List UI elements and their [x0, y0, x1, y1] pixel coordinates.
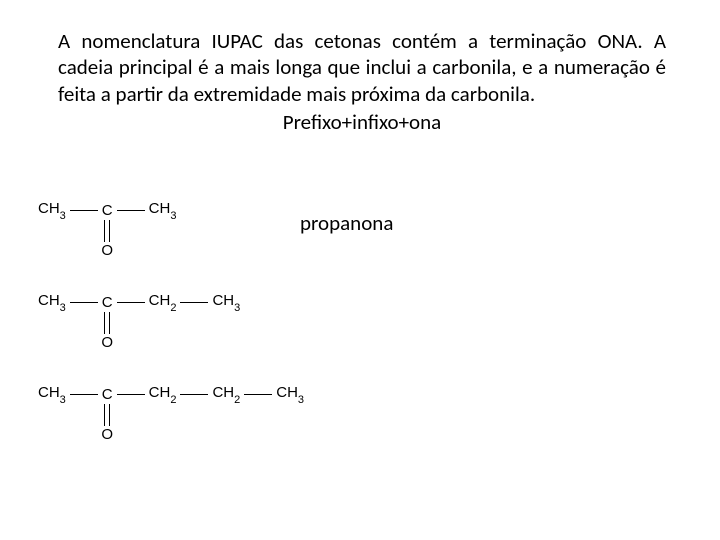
atom-c-carbonyl: C O — [100, 202, 115, 219]
bond-icon — [117, 302, 145, 303]
double-bond-icon — [104, 220, 110, 242]
atom-c-carbonyl: C O — [100, 386, 115, 403]
compound-label-1: propanona — [300, 210, 393, 236]
bond-icon — [180, 302, 208, 303]
atom-o: O — [101, 334, 113, 351]
atom-c-carbonyl: C O — [100, 294, 115, 311]
bond-icon — [117, 210, 145, 211]
bond-icon — [70, 302, 98, 303]
atom-ch3: CH3 — [36, 292, 68, 312]
atom-ch2: CH2 — [210, 384, 242, 404]
structure-butanona: CH3 C O CH2 CH3 — [36, 292, 306, 352]
structure-pentanona: CH3 C O CH2 CH2 CH3 — [36, 384, 306, 444]
atom-ch3: CH3 — [210, 292, 242, 312]
atom-ch3: CH3 — [36, 384, 68, 404]
atom-o: O — [101, 242, 113, 259]
bond-icon — [70, 394, 98, 395]
structure-propanona: CH3 C O CH3 — [36, 200, 306, 260]
atom-ch3: CH3 — [147, 200, 179, 220]
atom-ch3: CH3 — [274, 384, 306, 404]
bond-icon — [244, 394, 272, 395]
paragraph-text: A nomenclatura IUPAC das cetonas contém … — [58, 28, 666, 107]
double-bond-icon — [104, 312, 110, 334]
atom-o: O — [101, 426, 113, 443]
atom-ch2: CH2 — [147, 292, 179, 312]
atom-ch2: CH2 — [147, 384, 179, 404]
bond-icon — [70, 210, 98, 211]
formula-text: Prefixo+infixo+ona — [58, 109, 666, 135]
bond-icon — [180, 394, 208, 395]
double-bond-icon — [104, 404, 110, 426]
atom-ch3: CH3 — [36, 200, 68, 220]
bond-icon — [117, 394, 145, 395]
structures-container: CH3 C O CH3 CH3 C O CH2 CH3 — [36, 200, 306, 476]
